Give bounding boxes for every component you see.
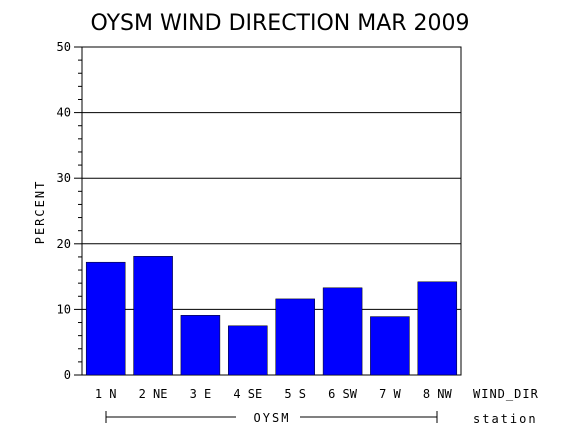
- bar: [417, 281, 458, 376]
- y-tick-label: 0: [64, 368, 71, 382]
- x-tick-label: 4 SE: [233, 387, 262, 401]
- plot-frame: [81, 46, 462, 376]
- x-tick-label: 7 W: [379, 387, 401, 401]
- y-axis-label: PERCENT: [33, 180, 47, 245]
- bar: [228, 325, 268, 376]
- y-tick-label: 50: [57, 40, 71, 54]
- bar: [275, 298, 315, 376]
- group-label: OYSM: [254, 411, 291, 425]
- y-tick-label: 10: [57, 302, 71, 316]
- x-tick-label: 1 N: [95, 387, 117, 401]
- gridlines: [82, 112, 461, 310]
- group-axis-label: station: [473, 412, 538, 426]
- x-tick-label: 5 S: [284, 387, 306, 401]
- x-tick-label: 3 E: [190, 387, 212, 401]
- bar: [370, 316, 410, 376]
- x-tick-label: 6 SW: [328, 387, 358, 401]
- y-axis: 0 10 20 30 40 50: [57, 40, 82, 382]
- y-tick-label: 40: [57, 106, 71, 120]
- x-axis-label: WIND_DIR: [473, 387, 539, 401]
- x-axis: 1 N 2 NE 3 E 4 SE 5 S 6 SW 7 W 8 NW: [95, 387, 453, 401]
- x-tick-label: 8 NW: [423, 387, 453, 401]
- bar: [85, 261, 126, 376]
- bar: [322, 287, 363, 376]
- y-tick-label: 30: [57, 171, 71, 185]
- x-tick-label: 2 NE: [139, 387, 168, 401]
- y-tick-label: 20: [57, 237, 71, 251]
- chart-title: OYSM WIND DIRECTION MAR 2009: [90, 11, 469, 36]
- bar: [180, 315, 221, 376]
- bar: [133, 256, 173, 376]
- bars: [85, 256, 458, 376]
